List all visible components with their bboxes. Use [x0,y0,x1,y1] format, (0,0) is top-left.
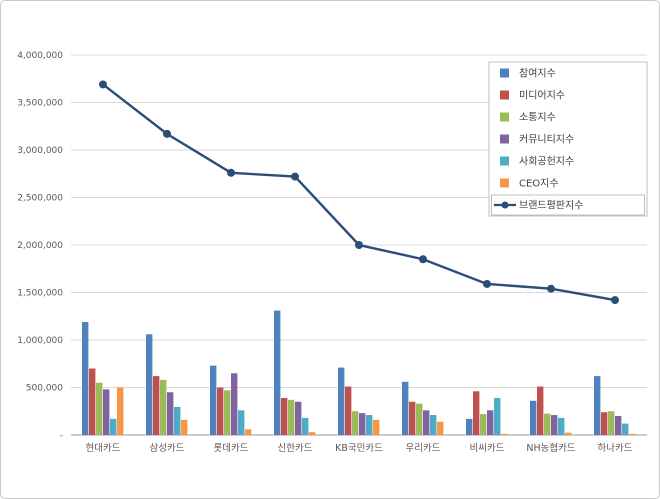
bar-series3-cat6 [487,410,494,435]
x-category-label: 비씨카드 [470,443,505,454]
bar-series5-cat3 [309,432,316,435]
legend-label-5: CEO지수 [519,178,559,190]
bar-series0-cat5 [402,381,409,435]
bar-series1-cat8 [601,412,608,435]
bar-series3-cat2 [231,373,238,435]
bar-series2-cat6 [480,414,487,435]
bar-series2-cat1 [160,379,167,435]
bar-series5-cat1 [181,419,188,435]
bar-series2-cat0 [96,382,103,435]
legend-label-2: 소통지수 [519,112,556,124]
y-tick-label: 2,000,000 [17,241,63,251]
y-tick-label: 2,500,000 [17,194,63,204]
bar-series0-cat6 [466,418,473,435]
x-category-label: 롯데카드 [214,443,249,454]
legend-label-0: 참여지수 [519,68,556,80]
bar-series4-cat2 [238,410,245,435]
bar-series4-cat8 [622,423,629,435]
x-category-label: 하나카드 [598,442,633,454]
bar-series3-cat4 [359,413,366,435]
bar-series1-cat3 [281,397,288,435]
trend-marker-cat5 [419,255,427,264]
bar-series1-cat7 [537,386,544,435]
bar-series0-cat0 [82,321,89,435]
bar-series0-cat3 [274,310,281,435]
x-category-label: 삼성카드 [150,443,185,454]
y-tick-label: - [60,431,63,441]
x-category-label: 우리카드 [406,443,441,454]
trend-marker-cat3 [291,172,299,181]
bar-series3-cat8 [615,416,622,435]
bar-series3-cat7 [551,415,558,435]
legend-selection-box [491,194,645,216]
bar-series2-cat7 [544,413,551,435]
bar-series1-cat0 [89,368,96,435]
bar-series2-cat2 [224,390,231,435]
bar-series4-cat3 [302,417,309,435]
bar-series3-cat5 [423,410,430,435]
x-category-label: 현대카드 [86,443,121,454]
trend-marker-cat0 [99,80,107,89]
bar-series0-cat2 [210,365,217,435]
trend-marker-cat8 [611,296,619,305]
bar-series2-cat8 [608,411,615,435]
legend-marker-4 [500,156,509,166]
y-tick-label: 1,000,000 [17,336,63,346]
legend-label-1: 미디어지수 [519,90,565,102]
legend-marker-0 [500,68,509,78]
bar-series5-cat6 [501,433,508,435]
legend-marker-5 [500,178,509,188]
bar-series2-cat5 [416,403,423,435]
bar-series4-cat7 [558,417,565,435]
bar-series5-cat4 [373,419,380,435]
x-category-label: KB국민카드 [335,443,383,454]
bar-series1-cat6 [473,391,480,435]
bar-series2-cat4 [352,411,359,435]
legend-line-marker-icon [501,201,509,209]
bar-series1-cat1 [153,376,160,435]
legend-marker-3 [500,134,509,144]
bar-series3-cat3 [295,401,302,435]
trend-marker-cat2 [227,168,235,177]
bar-series0-cat4 [338,367,345,435]
bar-series0-cat8 [594,376,601,435]
legend-label-4: 사회공헌지수 [519,156,574,168]
bar-series1-cat2 [217,387,224,435]
y-tick-label: 1,500,000 [17,289,63,299]
bar-series3-cat1 [167,392,174,435]
bar-series4-cat1 [174,406,181,435]
bar-series4-cat5 [430,415,437,435]
bar-series0-cat1 [146,334,153,435]
bar-series0-cat7 [530,400,537,435]
bar-series1-cat4 [345,386,352,435]
bar-series4-cat0 [110,418,117,435]
legend-label-6: 브랜드평판지수 [519,200,583,212]
y-tick-label: 4,000,000 [17,51,63,61]
legend-marker-2 [500,112,509,122]
bar-series3-cat0 [103,389,110,435]
bar-series5-cat2 [245,429,252,435]
y-tick-label: 500,000 [26,384,63,394]
bar-series5-cat5 [437,421,444,435]
trend-marker-cat7 [547,284,555,293]
y-tick-label: 3,000,000 [17,146,63,156]
bar-series1-cat5 [409,401,416,435]
bar-series4-cat6 [494,397,501,435]
bar-series5-cat0 [117,387,124,435]
x-category-label: 신한카드 [278,443,313,454]
legend-box [488,61,648,217]
trend-marker-cat1 [163,129,171,138]
bar-series5-cat7 [565,432,572,435]
bar-series4-cat4 [366,415,373,435]
trend-marker-cat4 [355,241,363,249]
x-category-label: NH농협카드 [526,442,575,454]
trend-marker-cat6 [483,279,491,288]
bar-series5-cat8 [629,433,636,435]
bar-series2-cat3 [288,399,295,435]
legend-label-3: 커뮤니티지수 [519,134,574,146]
legend-marker-1 [500,90,509,100]
y-tick-label: 3,500,000 [17,99,63,109]
